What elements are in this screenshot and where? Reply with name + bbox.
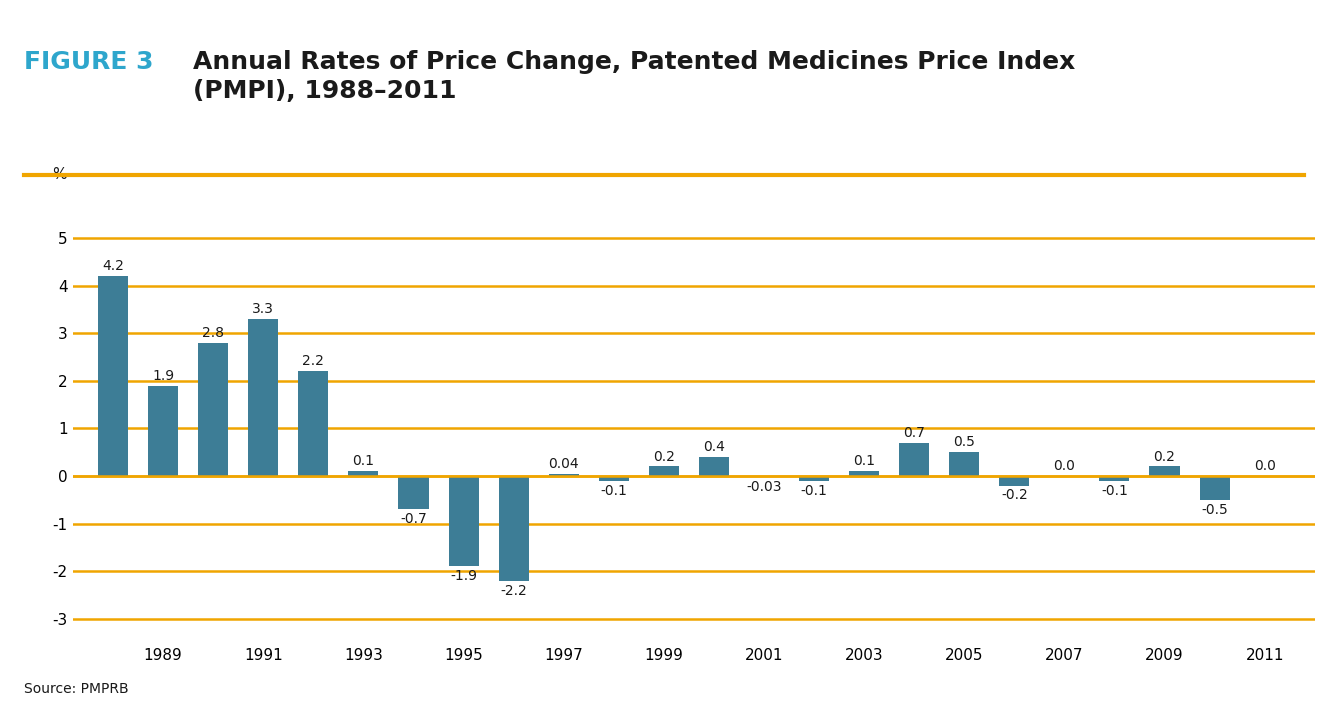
Bar [1100, 476, 1130, 481]
Bar [299, 371, 328, 476]
Text: 0.2: 0.2 [1154, 450, 1175, 463]
Text: 0.2: 0.2 [653, 450, 675, 463]
Text: -0.1: -0.1 [600, 483, 627, 498]
Bar [548, 474, 579, 476]
Bar [999, 476, 1029, 486]
Bar [749, 476, 780, 478]
Text: -2.2: -2.2 [501, 583, 527, 598]
Text: %: % [52, 167, 66, 182]
Text: 4.2: 4.2 [102, 259, 124, 273]
Text: 0.7: 0.7 [903, 426, 926, 440]
Text: 0.0: 0.0 [1053, 459, 1076, 473]
Bar [149, 386, 178, 476]
Text: -0.1: -0.1 [801, 483, 827, 498]
Bar [599, 476, 628, 481]
Bar [899, 443, 930, 476]
Text: FIGURE 3: FIGURE 3 [24, 50, 154, 74]
Text: 0.4: 0.4 [703, 440, 725, 454]
Text: 0.0: 0.0 [1254, 459, 1276, 473]
Text: -0.7: -0.7 [400, 512, 426, 526]
Text: -0.2: -0.2 [1001, 488, 1028, 503]
Text: 0.1: 0.1 [352, 454, 374, 468]
Bar [248, 319, 279, 476]
Bar [449, 476, 478, 566]
Bar [950, 452, 979, 476]
Bar [498, 476, 529, 580]
Text: 3.3: 3.3 [252, 302, 275, 316]
Text: Annual Rates of Price Change, Patented Medicines Price Index
(PMPI), 1988–2011: Annual Rates of Price Change, Patented M… [193, 50, 1074, 103]
Text: -1.9: -1.9 [450, 569, 477, 583]
Text: 2.2: 2.2 [303, 354, 324, 368]
Text: 0.04: 0.04 [548, 457, 579, 471]
Bar [198, 343, 228, 476]
Text: -0.5: -0.5 [1202, 503, 1228, 517]
Text: 0.5: 0.5 [954, 436, 975, 449]
Bar [1150, 466, 1179, 476]
Bar [699, 457, 729, 476]
Text: 1.9: 1.9 [153, 368, 174, 383]
Text: 2.8: 2.8 [202, 326, 224, 340]
Bar [849, 471, 879, 476]
Bar [649, 466, 679, 476]
Text: -0.03: -0.03 [746, 481, 782, 494]
Bar [348, 471, 378, 476]
Bar [98, 276, 127, 476]
Bar [799, 476, 829, 481]
Bar [1199, 476, 1230, 500]
Text: Source: PMPRB: Source: PMPRB [24, 682, 129, 696]
Text: 0.1: 0.1 [853, 454, 875, 468]
Bar [398, 476, 429, 509]
Text: -0.1: -0.1 [1101, 483, 1127, 498]
